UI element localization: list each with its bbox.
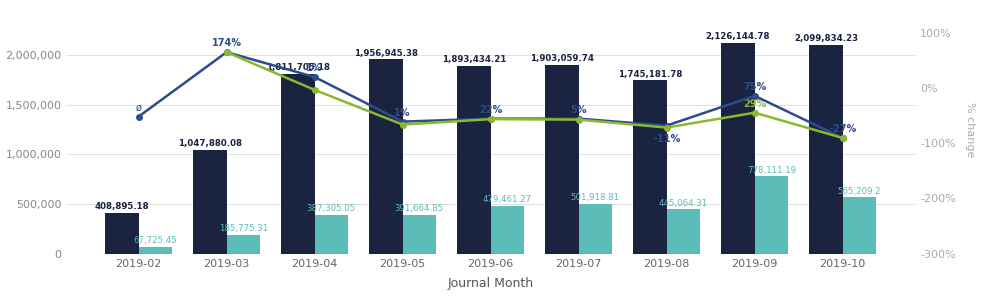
Bar — [105, 213, 138, 254]
Bar — [193, 149, 227, 254]
Text: 75%: 75% — [743, 82, 766, 92]
Y-axis label: % change: % change — [965, 102, 975, 157]
Text: 1%: 1% — [306, 63, 323, 73]
Text: 2,126,144.78: 2,126,144.78 — [705, 32, 770, 41]
Bar — [754, 176, 788, 254]
Text: 1,956,945.38: 1,956,945.38 — [354, 49, 418, 58]
Bar — [721, 43, 754, 254]
Text: -11%: -11% — [653, 133, 680, 144]
Text: 22%: 22% — [479, 105, 502, 115]
Bar — [282, 74, 315, 254]
Text: 778,111.19: 778,111.19 — [747, 165, 796, 175]
Bar — [579, 204, 612, 254]
Bar — [667, 209, 700, 254]
Text: 2,099,834.23: 2,099,834.23 — [794, 34, 858, 44]
Text: 408,895.18: 408,895.18 — [94, 202, 149, 211]
Bar — [457, 66, 490, 254]
Text: 501,918.81: 501,918.81 — [571, 193, 620, 202]
Bar — [633, 81, 667, 254]
Text: 67,725.45: 67,725.45 — [133, 236, 178, 245]
Text: 1,893,434.21: 1,893,434.21 — [441, 55, 506, 64]
Bar — [402, 215, 436, 254]
Bar — [490, 206, 524, 254]
Text: 1,903,059.74: 1,903,059.74 — [530, 54, 594, 63]
Text: ø: ø — [135, 103, 141, 113]
Text: 29%: 29% — [743, 99, 766, 109]
X-axis label: Journal Month: Journal Month — [447, 277, 534, 290]
Text: 565,209.2: 565,209.2 — [838, 187, 881, 196]
Text: 391,664.85: 391,664.85 — [394, 204, 443, 213]
Bar — [809, 45, 843, 254]
Text: 1,811,705.18: 1,811,705.18 — [266, 63, 330, 72]
Text: 479,461.27: 479,461.27 — [483, 195, 532, 204]
Text: 1,745,181.78: 1,745,181.78 — [618, 70, 682, 79]
Text: 174%: 174% — [212, 38, 241, 48]
Bar — [227, 235, 260, 254]
Bar — [843, 197, 876, 254]
Text: 387,305.05: 387,305.05 — [307, 204, 356, 213]
Bar — [138, 247, 172, 254]
Text: -27%: -27% — [829, 124, 856, 134]
Bar — [315, 215, 348, 254]
Text: 1%: 1% — [394, 108, 411, 118]
Bar — [369, 59, 402, 254]
Text: 1,047,880.08: 1,047,880.08 — [178, 139, 242, 148]
Text: 445,064.31: 445,064.31 — [659, 199, 708, 207]
Text: 185,775.31: 185,775.31 — [219, 224, 268, 233]
Text: 5%: 5% — [570, 105, 587, 115]
Bar — [545, 65, 579, 254]
